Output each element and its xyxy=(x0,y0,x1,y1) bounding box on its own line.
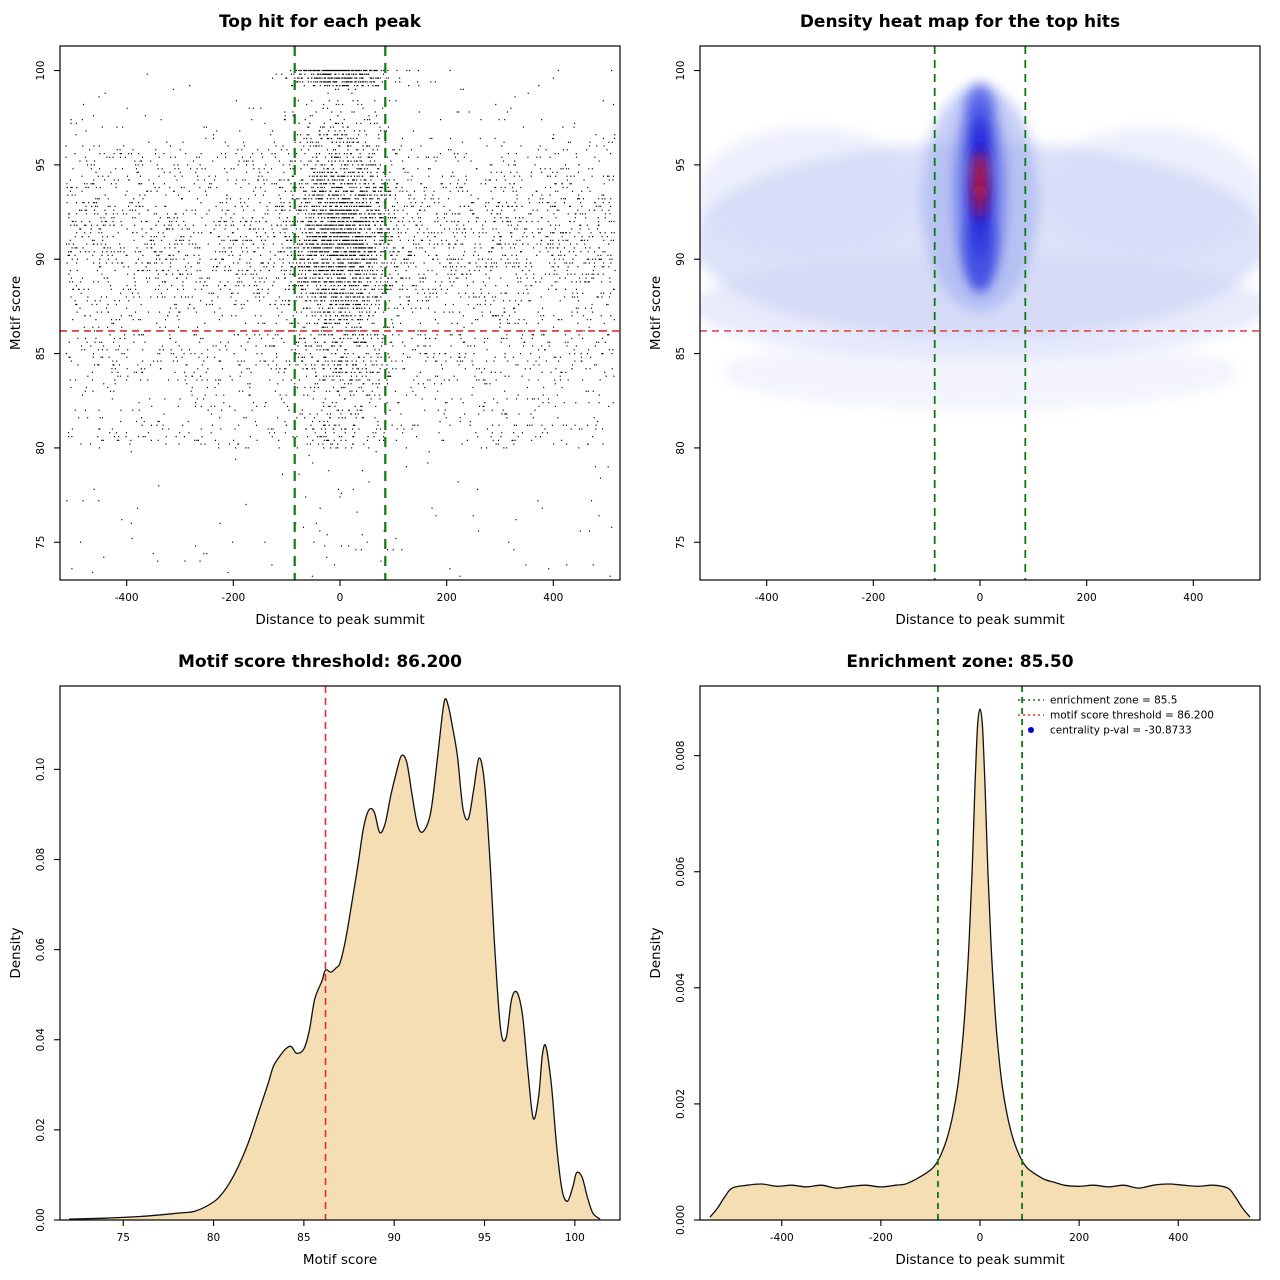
svg-text:0: 0 xyxy=(977,1232,984,1244)
svg-text:95: 95 xyxy=(478,1232,491,1244)
svg-text:0.000: 0.000 xyxy=(675,1205,687,1235)
heatmap-plot-svg: -400 -200 0 200 400 75 80 85 90 95 100 Distance to … xyxy=(648,45,1261,628)
svg-text:75: 75 xyxy=(35,536,47,549)
svg-text:100: 100 xyxy=(565,1232,585,1244)
svg-text:0.10: 0.10 xyxy=(35,758,47,781)
svg-text:90: 90 xyxy=(35,253,47,266)
panel-title-enrichment-zone: Enrichment zone: 85.50 xyxy=(846,652,1074,672)
svg-text:Motif score: Motif score xyxy=(303,1252,377,1268)
panel-density-heatmap: Density heat map for the top hits -400 -2… xyxy=(640,0,1280,640)
svg-text:100: 100 xyxy=(675,61,687,81)
svg-text:enrichment zone = 85.5: enrichment zone = 85.5 xyxy=(1050,695,1177,707)
svg-text:80: 80 xyxy=(35,441,47,454)
panel-enrichment-zone-density: Enrichment zone: 85.50 -400 -200 0 200 400 0.… xyxy=(640,640,1280,1280)
svg-text:0.08: 0.08 xyxy=(35,848,47,871)
svg-text:200: 200 xyxy=(1069,1232,1089,1244)
svg-text:0.06: 0.06 xyxy=(35,938,47,962)
svg-text:400: 400 xyxy=(1168,1232,1188,1244)
svg-text:motif score threshold = 86.200: motif score threshold = 86.200 xyxy=(1050,710,1214,722)
svg-text:75: 75 xyxy=(675,536,687,549)
svg-text:Density: Density xyxy=(648,927,664,978)
svg-text:90: 90 xyxy=(675,253,687,266)
panel-title-motif-threshold: Motif score threshold: 86.200 xyxy=(178,652,462,672)
svg-text:-200: -200 xyxy=(861,592,885,604)
svg-text:-200: -200 xyxy=(221,592,245,604)
svg-text:Distance to peak summit: Distance to peak summit xyxy=(895,1252,1064,1268)
svg-text:-400: -400 xyxy=(770,1232,794,1244)
svg-text:85: 85 xyxy=(35,347,47,360)
svg-text:-200: -200 xyxy=(869,1232,893,1244)
svg-text:75: 75 xyxy=(117,1232,130,1244)
svg-text:Motif score: Motif score xyxy=(648,276,664,350)
svg-text:-400: -400 xyxy=(755,592,779,604)
svg-text:0.006: 0.006 xyxy=(675,856,687,886)
svg-text:Motif score: Motif score xyxy=(8,276,24,350)
svg-text:90: 90 xyxy=(388,1232,401,1244)
svg-text:0: 0 xyxy=(977,592,984,604)
svg-text:0.02: 0.02 xyxy=(35,1118,47,1141)
svg-text:Distance to peak summit: Distance to peak summit xyxy=(895,612,1064,628)
svg-text:200: 200 xyxy=(1077,592,1097,604)
svg-text:0.004: 0.004 xyxy=(675,972,687,1002)
svg-text:0.00: 0.00 xyxy=(35,1208,47,1231)
distance-density-plot-svg: -400 -200 0 200 400 0.000 0.002 0.004 0.006 0.008… xyxy=(648,685,1261,1268)
scatter-plot-svg: -400 -200 0 200 400 75 80 85 90 95 100 Distance to … xyxy=(8,45,621,628)
svg-text:85: 85 xyxy=(297,1232,310,1244)
panel-top-hits-scatter: Top hit for each peak -400 -200 0 200 400 75 8… xyxy=(0,0,640,640)
svg-text:200: 200 xyxy=(437,592,457,604)
panel-title-heatmap: Density heat map for the top hits xyxy=(799,12,1121,32)
svg-text:400: 400 xyxy=(543,592,563,604)
svg-text:Distance to peak summit: Distance to peak summit xyxy=(255,612,424,628)
svg-text:centrality p-val = -30.8733: centrality p-val = -30.8733 xyxy=(1050,725,1192,737)
svg-text:-400: -400 xyxy=(115,592,139,604)
svg-text:Density: Density xyxy=(8,927,24,978)
svg-text:0.008: 0.008 xyxy=(675,741,687,771)
score-density-plot-svg: 75 80 85 90 95 100 0.00 0.02 0.04 0.06 0.08 0.10 Mot… xyxy=(8,685,621,1268)
svg-text:80: 80 xyxy=(207,1232,220,1244)
svg-text:400: 400 xyxy=(1183,592,1203,604)
svg-text:85: 85 xyxy=(675,347,687,360)
svg-text:0.002: 0.002 xyxy=(675,1089,687,1119)
svg-text:0: 0 xyxy=(337,592,344,604)
svg-text:95: 95 xyxy=(675,158,687,171)
panel-title-top-hits: Top hit for each peak xyxy=(218,12,422,32)
svg-text:80: 80 xyxy=(675,441,687,454)
panel-motif-score-density: Motif score threshold: 86.200 75 80 85 90 95… xyxy=(0,640,640,1280)
svg-text:0.04: 0.04 xyxy=(35,1028,47,1052)
svg-text:100: 100 xyxy=(35,61,47,81)
svg-text:95: 95 xyxy=(35,158,47,171)
